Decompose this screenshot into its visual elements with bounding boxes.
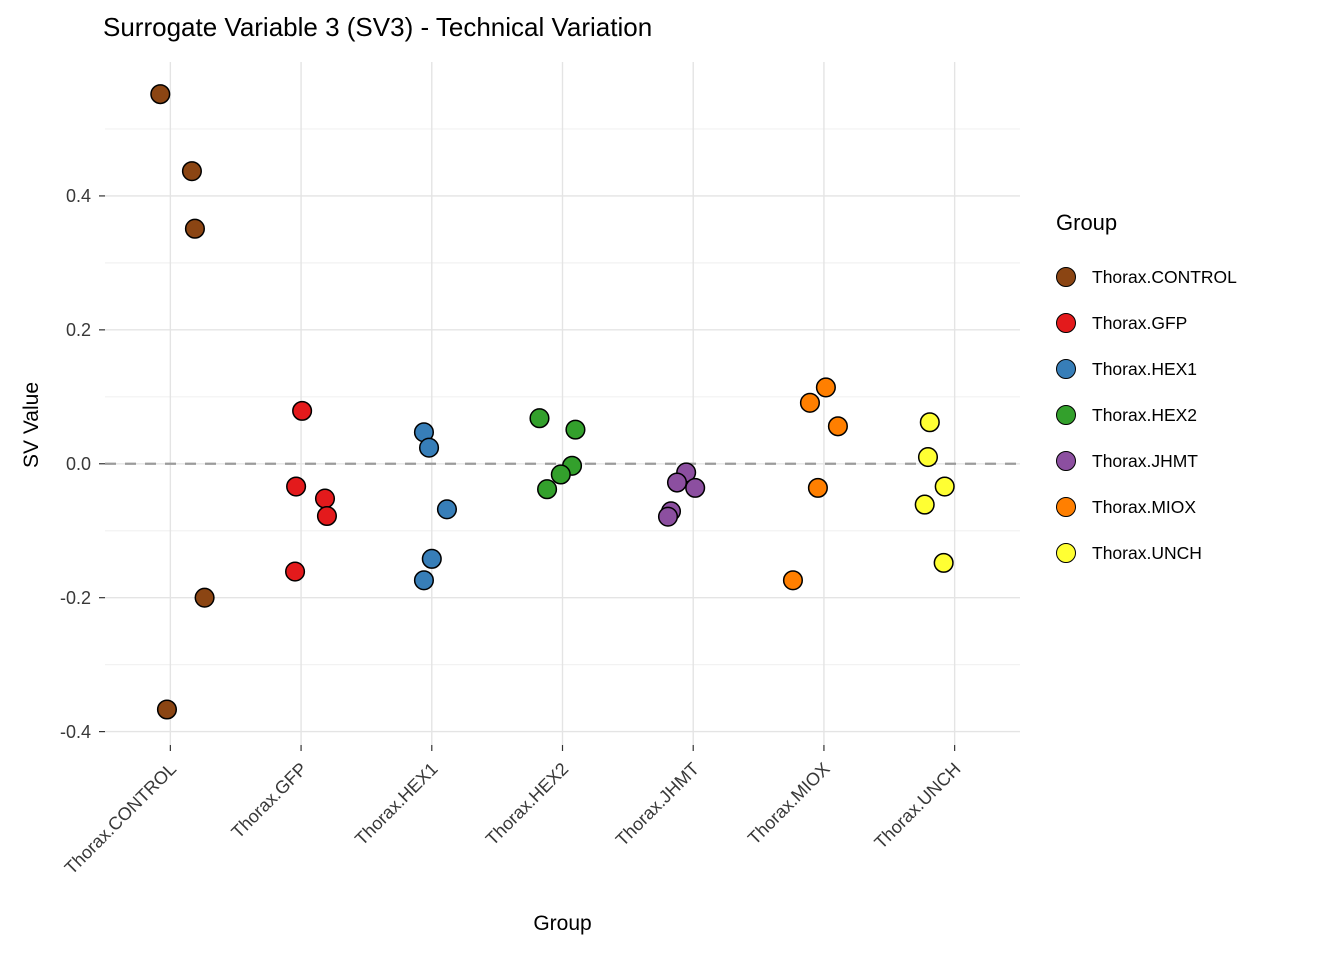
legend-item-thorax-hex2: Thorax.HEX2 <box>1056 392 1336 438</box>
legend-label: Thorax.HEX1 <box>1092 358 1198 379</box>
data-point <box>917 447 939 468</box>
data-point <box>150 84 171 105</box>
data-point <box>657 506 679 527</box>
chart-title: Surrogate Variable 3 (SV3) - Technical V… <box>103 12 653 42</box>
legend: Group Thorax.CONTROL Thorax.GFP Thorax.HEX… <box>1056 210 1336 576</box>
legend-item-thorax-jhmt: Thorax.JHMT <box>1056 438 1336 484</box>
legend-item-thorax-gfp: Thorax.GFP <box>1056 300 1336 346</box>
data-point <box>799 392 820 413</box>
y-axis-title: SV Value <box>20 382 43 468</box>
legend-item-thorax-unch: Thorax.UNCH <box>1056 530 1336 576</box>
data-point <box>292 400 313 421</box>
x-tick-label: Thorax.MIOX <box>744 759 834 849</box>
data-point <box>529 408 550 429</box>
data-point <box>418 437 440 458</box>
legend-swatch-icon <box>1056 405 1076 425</box>
data-point <box>316 505 338 527</box>
y-tick-label: -0.4 <box>60 722 91 742</box>
y-tick-label: 0.0 <box>66 454 91 474</box>
legend-item-thorax-hex1: Thorax.HEX1 <box>1056 346 1336 392</box>
data-point <box>285 561 306 582</box>
data-point <box>933 552 954 573</box>
legend-swatch-icon <box>1056 313 1076 333</box>
data-point <box>194 587 215 608</box>
x-tick-label: Thorax.UNCH <box>870 759 964 853</box>
x-tick-label: Thorax.HEX2 <box>482 759 573 850</box>
legend-swatch-icon <box>1056 543 1076 563</box>
legend-label: Thorax.HEX2 <box>1092 404 1198 425</box>
legend-items: Thorax.CONTROL Thorax.GFP Thorax.HEX1 Thora… <box>1056 254 1336 576</box>
x-tick-label: Thorax.GFP <box>227 759 310 842</box>
legend-swatch-icon <box>1056 451 1076 471</box>
data-point <box>815 377 836 398</box>
x-tick-label: Thorax.CONTROL <box>61 759 181 879</box>
legend-swatch-icon <box>1056 497 1076 517</box>
data-point <box>550 464 571 485</box>
data-point <box>934 476 955 497</box>
data-point <box>782 570 803 591</box>
data-point <box>807 477 828 498</box>
data-point <box>181 161 202 182</box>
data-point <box>827 416 848 437</box>
data-point <box>436 499 457 520</box>
y-tick-label: -0.2 <box>60 588 91 608</box>
data-point <box>413 570 434 591</box>
data-point <box>565 419 586 440</box>
legend-label: Thorax.MIOX <box>1092 496 1197 517</box>
data-point <box>537 479 558 500</box>
legend-swatch-icon <box>1056 359 1076 379</box>
data-point <box>919 412 940 433</box>
legend-item-thorax-miox: Thorax.MIOX <box>1056 484 1336 530</box>
data-point <box>685 477 706 498</box>
data-point <box>286 476 307 497</box>
legend-label: Thorax.GFP <box>1092 312 1188 333</box>
data-point <box>914 494 935 515</box>
legend-label: Thorax.UNCH <box>1092 542 1202 563</box>
data-point <box>666 472 688 493</box>
x-axis-title: Group <box>533 912 592 935</box>
y-tick-label: 0.4 <box>66 186 91 206</box>
x-tick-label: Thorax.JHMT <box>612 759 703 850</box>
legend-item-thorax-control: Thorax.CONTROL <box>1056 254 1336 300</box>
data-point <box>421 548 442 569</box>
legend-title: Group <box>1056 210 1118 235</box>
y-tick-label: 0.2 <box>66 320 91 340</box>
data-point <box>184 218 205 239</box>
data-point <box>156 699 178 720</box>
legend-swatch-icon <box>1056 267 1076 287</box>
legend-label: Thorax.CONTROL <box>1092 266 1237 287</box>
x-tick-label: Thorax.HEX1 <box>351 759 442 850</box>
legend-label: Thorax.JHMT <box>1092 450 1198 471</box>
data-point <box>314 488 336 509</box>
